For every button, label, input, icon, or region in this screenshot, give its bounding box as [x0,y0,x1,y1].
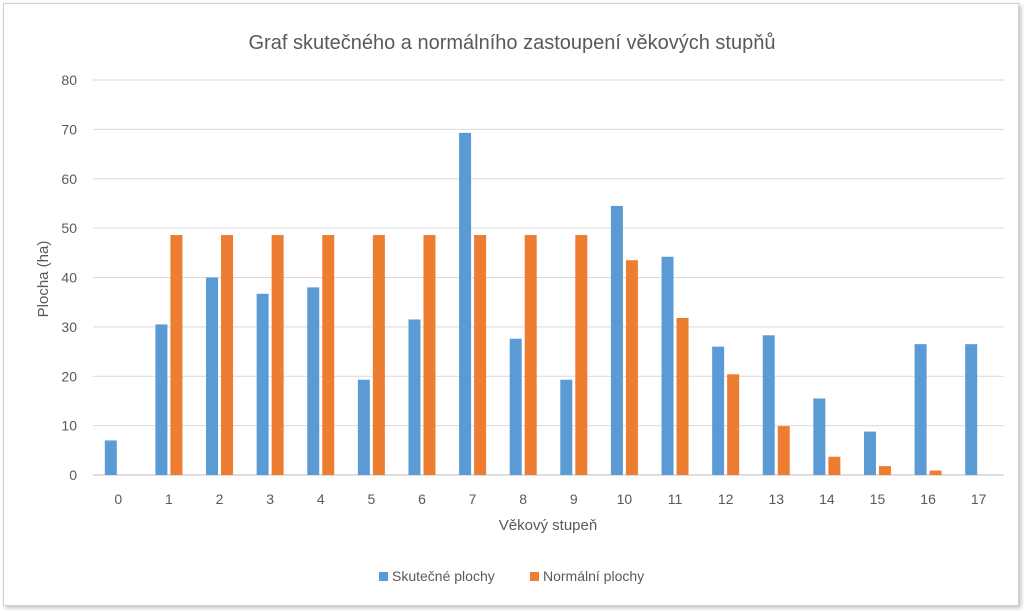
y-tick-label: 20 [61,368,77,384]
x-tick-label: 0 [114,491,122,507]
bar-normalni-1 [170,235,183,475]
legend-swatch [530,572,539,581]
bar-normalni-11 [676,317,689,475]
y-tick-label: 80 [61,72,77,88]
bar-normalni-8 [524,235,537,475]
x-tick-label: 10 [617,491,633,507]
bar-skutecne-1 [155,324,168,475]
bar-skutecne-17 [965,344,978,475]
bar-normalni-4 [322,235,335,475]
bar-skutecne-6 [408,319,421,475]
bar-normalni-5 [372,235,385,475]
bar-normalni-7 [474,235,487,475]
y-axis-ticks: 0 10 20 30 40 50 60 70 80 [61,72,77,483]
bar-normalni-14 [828,456,841,475]
bar-skutecne-11 [661,256,674,475]
bar-normalni-10 [625,260,638,475]
bar-skutecne-12 [712,346,725,475]
y-tick-label: 10 [61,418,77,434]
bar-normalni-6 [423,235,436,475]
x-tick-label: 13 [768,491,784,507]
bar-skutecne-16 [914,344,927,475]
chart-title: Graf skutečného a normálního zastoupení … [249,32,776,54]
bar-normalni-15 [878,466,891,475]
x-tick-label: 9 [570,491,578,507]
x-axis-title: Věkový stupeň [499,517,597,534]
legend-swatch [379,572,388,581]
x-tick-label: 16 [920,491,936,507]
y-axis-title: Plocha (ha) [35,241,52,318]
bar-skutecne-15 [863,431,876,475]
gridlines [93,79,1004,476]
x-tick-label: 15 [870,491,886,507]
y-tick-label: 70 [61,121,77,137]
x-tick-label: 8 [519,491,527,507]
x-tick-label: 5 [367,491,375,507]
x-tick-label: 2 [216,491,224,507]
y-tick-label: 40 [61,270,77,286]
bar-normalni-2 [221,235,234,475]
bar-skutecne-10 [610,205,623,475]
bar-normalni-9 [575,235,588,475]
bar-skutecne-14 [813,398,826,475]
bar-skutecne-0 [104,440,117,475]
bar-skutecne-9 [560,379,573,475]
bar-skutecne-5 [357,379,370,475]
bars [104,132,978,476]
legend-label: Normální plochy [543,568,644,584]
x-axis-ticks: 0 1 2 3 4 5 6 7 8 9 10 11 12 13 14 15 16 17 [114,491,986,507]
y-tick-label: 0 [69,467,77,483]
x-tick-label: 11 [668,491,683,507]
y-tick-label: 30 [61,319,77,335]
bar-skutecne-7 [459,132,472,476]
bar-skutecne-13 [762,335,775,475]
x-tick-label: 6 [418,491,426,507]
x-tick-label: 14 [819,491,835,507]
x-tick-label: 4 [317,491,325,507]
bar-normalni-3 [271,235,284,475]
x-tick-label: 3 [266,491,274,507]
bar-normalni-16 [929,470,942,475]
legend-label: Skutečné plochy [392,568,495,584]
bar-skutecne-2 [206,277,219,475]
x-tick-label: 17 [971,491,987,507]
y-tick-label: 50 [61,220,77,236]
bar-skutecne-3 [256,293,269,475]
x-tick-label: 7 [469,491,477,507]
x-tick-label: 12 [718,491,734,507]
bar-normalni-13 [777,426,790,475]
bar-normalni-12 [727,374,740,475]
x-tick-label: 1 [165,491,173,507]
y-tick-label: 60 [61,171,77,187]
bar-skutecne-8 [509,338,522,475]
bar-skutecne-4 [307,287,320,475]
legend: Skutečné plochy Normální plochy [379,568,644,584]
